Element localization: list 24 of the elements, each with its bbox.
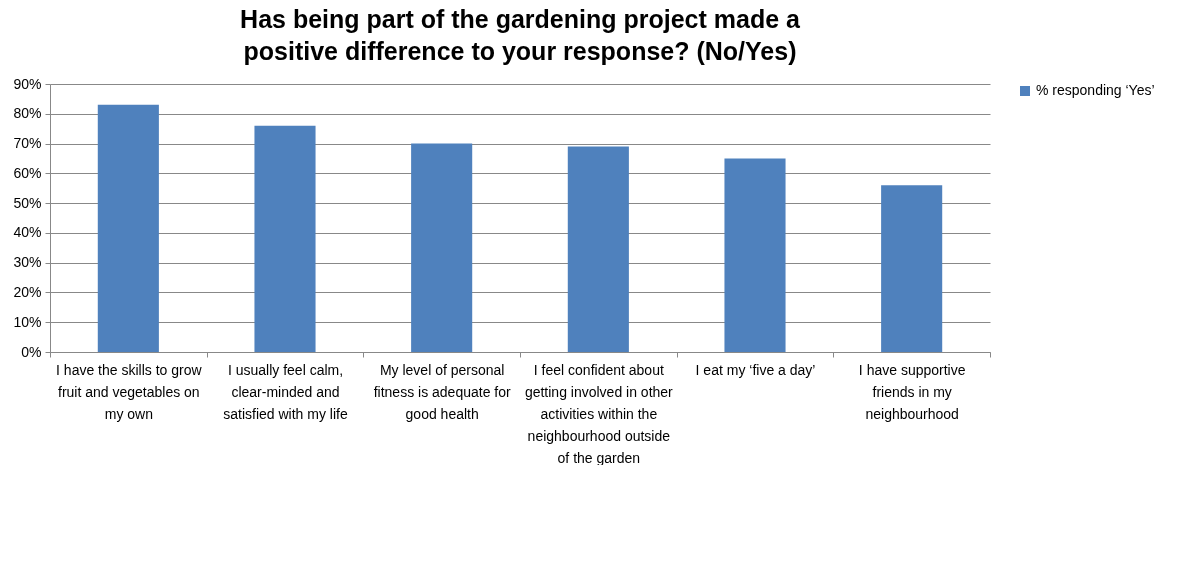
- y-tick-label: 30%: [13, 254, 42, 271]
- legend-label: % responding ‘Yes’: [1036, 82, 1155, 98]
- x-tick-label: My level of personal fitness is adequate for good health: [373, 361, 511, 422]
- x-tick-label: I feel confident about getting involved in other activities within the neighbourhood outside of the garden: [524, 361, 674, 466]
- x-tick-label: I have the skills to grow fruit and vegetables on my own: [56, 361, 203, 422]
- y-tick-label: 10%: [13, 313, 42, 330]
- y-tick-label: 80%: [13, 105, 42, 122]
- bar: [724, 158, 786, 352]
- bar: [411, 143, 473, 352]
- x-tick-label: I eat my ‘five a day’: [695, 361, 816, 378]
- bar: [254, 125, 316, 352]
- x-tick-label: I have supportive friends in my neighbourhood: [858, 361, 966, 422]
- x-tick-label: I usually feel calm, clear-minded and satisfied with my life: [223, 361, 348, 422]
- y-tick-label: 90%: [13, 75, 42, 92]
- y-tick-label: 50%: [13, 194, 42, 211]
- y-tick-label: 40%: [13, 224, 42, 241]
- chart-title: Has being part of the gardening project made a positive difference to your response? (No/Yes): [240, 5, 801, 65]
- bar: [97, 104, 159, 352]
- bar: [567, 146, 629, 352]
- y-tick-label: 0%: [21, 343, 42, 360]
- y-tick-label: 20%: [13, 283, 42, 300]
- y-tick-label: 70%: [13, 135, 42, 152]
- bar: [881, 185, 943, 352]
- y-tick-label: 60%: [13, 164, 42, 181]
